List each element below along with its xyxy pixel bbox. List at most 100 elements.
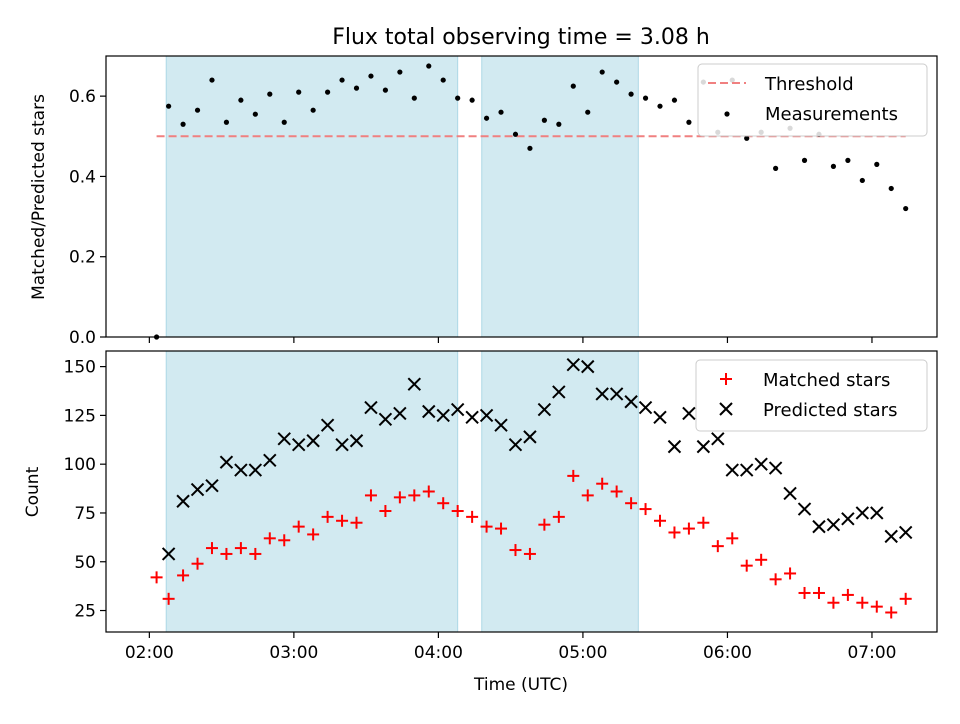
measurement-point (845, 157, 851, 163)
measurement-point (166, 103, 172, 109)
matched-star-point (408, 489, 421, 502)
predicted-star-point (378, 412, 393, 427)
top-x-ticks (148, 337, 873, 343)
predicted-star-point (320, 418, 335, 432)
predicted-x-b (523, 430, 537, 444)
predicted-x-b (711, 432, 725, 446)
legend-predicted-label: Predicted stars (763, 400, 897, 421)
matched-star-point (769, 573, 782, 586)
predicted-star-point (696, 439, 711, 454)
predicted-x-b (320, 418, 335, 432)
matched-star-point (625, 497, 638, 510)
predicted-x-b (205, 478, 219, 493)
matched-star-point (682, 522, 695, 535)
predicted-star-point (176, 494, 190, 508)
measurement-point (903, 205, 909, 212)
legend-threshold-label: Threshold (764, 74, 854, 95)
matched-star-point (812, 586, 825, 599)
legend-matched-swatch (720, 373, 732, 385)
predicted-star-point (349, 434, 364, 448)
measurement-point (267, 91, 273, 97)
measurement-point (469, 97, 475, 103)
y-tick-label: 0.2 (69, 248, 96, 268)
top-legend: Threshold Measurements (697, 63, 928, 137)
bottom-plot-marks (150, 357, 913, 619)
chart-title: Flux total observing time = 3.08 h (332, 25, 710, 50)
measurement-point (512, 131, 519, 137)
matched-star-point (596, 477, 609, 490)
matched-star-point (697, 516, 710, 529)
predicted-star-point (407, 377, 422, 391)
predicted-star-point (335, 437, 349, 452)
measurement-point (541, 117, 547, 123)
bottom-y-axis: 25 50 75 100 125 150 (64, 358, 106, 622)
measurement-point (455, 95, 461, 101)
measurement-point (874, 161, 880, 167)
bottom-legend-box (695, 359, 928, 432)
predicted-star-point (277, 432, 291, 446)
matched-star-point (364, 489, 377, 502)
predicted-star-point (870, 506, 884, 520)
predicted-star-point (898, 525, 913, 540)
predicted-x-b (826, 517, 841, 532)
predicted-x-b (624, 395, 638, 409)
measurement-point (426, 63, 432, 69)
x-tick-label: 05:00 (558, 643, 607, 663)
predicted-star-point (768, 461, 783, 475)
matched-star-point (321, 510, 334, 523)
measurement-point (671, 97, 678, 103)
y-tick-label: 25 (74, 602, 96, 622)
measurement-point (180, 121, 186, 127)
predicted-star-point (595, 387, 609, 401)
predicted-x-b (436, 408, 450, 423)
y-tick-label: 75 (74, 504, 96, 524)
predicted-star-point (479, 408, 494, 423)
matched-star-point (523, 547, 536, 560)
predicted-x-b (552, 385, 566, 399)
predicted-x-b (479, 408, 494, 423)
predicted-x-b (783, 486, 797, 501)
predicted-star-point (653, 410, 667, 425)
predicted-x-b (277, 432, 291, 446)
predicted-x-b (393, 406, 407, 421)
predicted-star-point (161, 547, 176, 561)
predicted-star-point (566, 357, 580, 372)
matched-star-point (495, 522, 508, 535)
top-y-axis-label: Matched/Predicted stars (29, 94, 49, 300)
measurement-point (382, 87, 389, 93)
predicted-x-b (190, 482, 205, 497)
matched-star-point (422, 485, 435, 498)
predicted-x-b (740, 463, 754, 477)
predicted-star-point (465, 410, 479, 425)
measurement-point (599, 69, 605, 75)
matched-star-point (451, 505, 464, 518)
predicted-star-point (436, 408, 450, 423)
measurement-point (238, 97, 244, 103)
predicted-star-point (725, 463, 739, 477)
measurement-point (353, 85, 360, 91)
measurement-point (801, 157, 808, 163)
matched-star-point (841, 588, 854, 601)
predicted-x-b (855, 506, 870, 520)
predicted-star-point (248, 463, 263, 477)
predicted-star-point (884, 529, 898, 544)
measurement-point (859, 177, 865, 184)
measurement-point (194, 107, 201, 113)
predicted-star-point (797, 502, 812, 516)
matched-star-point (278, 534, 291, 547)
measurement-point (888, 185, 894, 192)
matched-star-point (610, 485, 623, 498)
matched-star-point (437, 497, 450, 510)
matched-star-point (899, 592, 912, 605)
predicted-x-b (176, 494, 190, 508)
matched-star-point (480, 520, 493, 533)
measurement-point (296, 89, 302, 95)
predicted-x-b (581, 359, 595, 374)
predicted-star-point (812, 519, 826, 534)
predicted-x-b (263, 453, 277, 467)
measurement-point (642, 95, 649, 101)
matched-star-point (191, 557, 204, 570)
predicted-x-b (306, 434, 320, 448)
measurement-point (657, 103, 663, 109)
predicted-x-b (667, 439, 682, 454)
